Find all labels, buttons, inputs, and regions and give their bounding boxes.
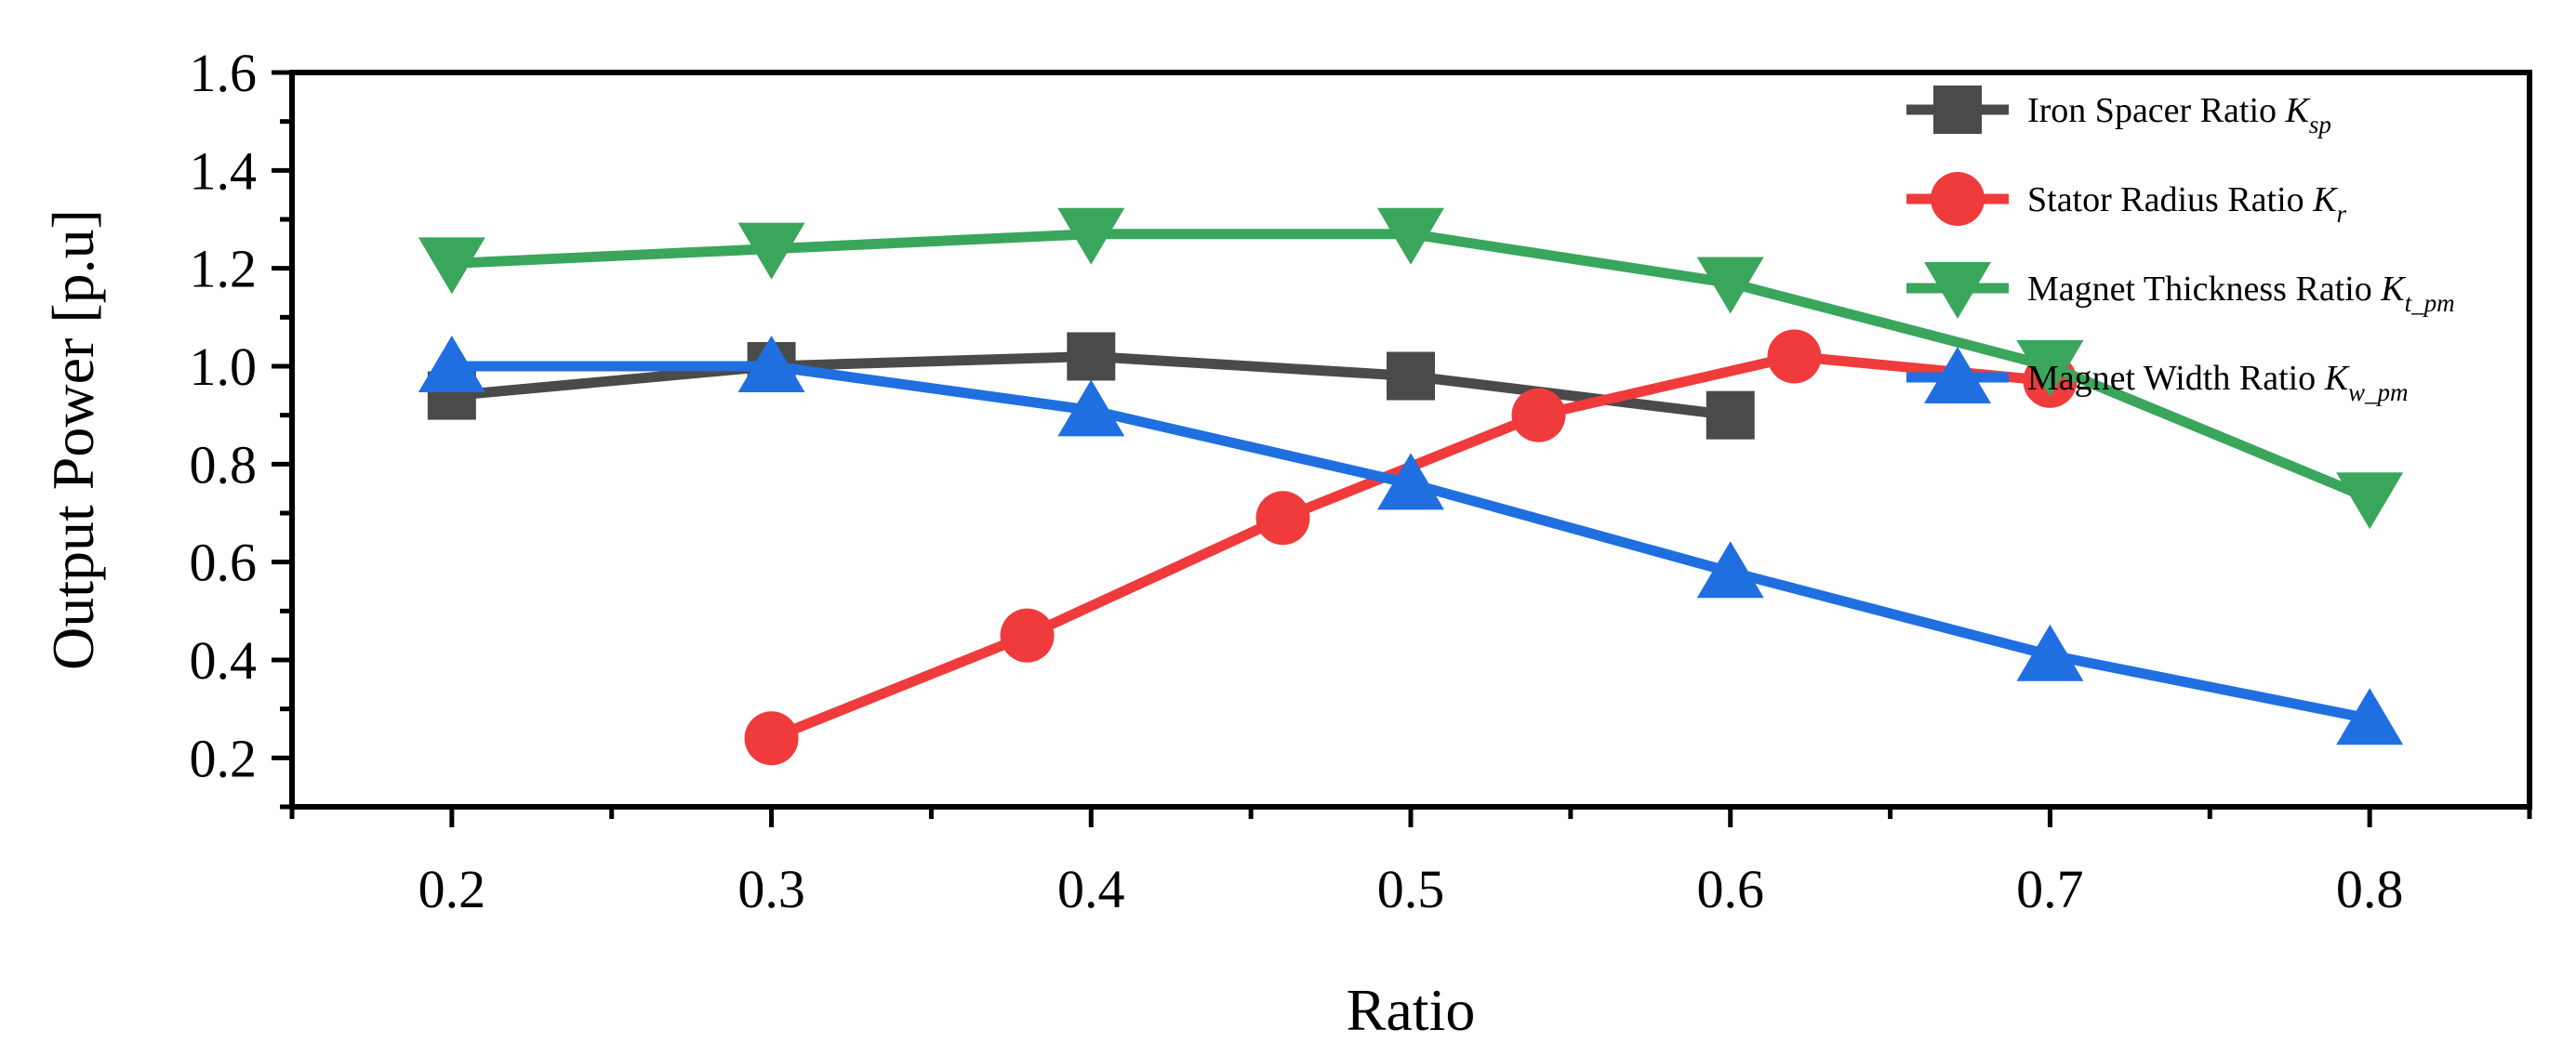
legend-entry: Stator Radius Ratio Kr [1906, 172, 2347, 228]
legend-label-text: Magnet Width Ratio [2027, 359, 2325, 398]
legend-label-subscript: t_pm [2405, 289, 2455, 317]
legend-label-symbol: K [2380, 270, 2406, 309]
data-point [737, 222, 805, 280]
data-point [2016, 340, 2084, 397]
y-tick-label: 1.4 [190, 140, 258, 201]
legend-label-symbol: K [2285, 91, 2311, 130]
data-point [1057, 379, 1125, 437]
y-axis-title: Output Power [p.u] [40, 209, 106, 670]
data-point [418, 237, 485, 295]
data-point [1067, 332, 1116, 381]
legend: Iron Spacer Ratio Ksp Stator Radius Ratio… [1906, 86, 2455, 406]
legend-entry: Iron Spacer Ratio Ksp [1906, 86, 2331, 138]
legend-label: Stator Radius Ratio Kr [2027, 180, 2347, 228]
legend-label-subscript: sp [2309, 111, 2331, 138]
y-tick-label: 1.6 [190, 43, 258, 103]
x-tick-label: 0.6 [1696, 859, 1764, 919]
legend-label-subscript: w_pm [2348, 378, 2409, 406]
legend-label-subscript: r [2337, 200, 2347, 228]
data-point [1255, 491, 1310, 546]
x-tick-label: 0.2 [418, 859, 486, 919]
legend-marker [1931, 172, 1985, 226]
x-tick-label: 0.8 [2336, 859, 2404, 919]
series-triangle-up [418, 336, 2404, 745]
x-tick-label: 0.3 [737, 859, 805, 919]
y-tick-label: 1.2 [190, 239, 258, 299]
data-point [1706, 390, 1755, 440]
data-point [1057, 207, 1125, 265]
legend-marker [1924, 347, 1991, 403]
y-tick-label: 0.2 [190, 728, 258, 788]
data-point [2336, 472, 2404, 530]
legend-label: Magnet Width Ratio Kw_pm [2027, 359, 2409, 406]
legend-entry: Magnet Width Ratio Kw_pm [1906, 347, 2409, 406]
data-point [1000, 608, 1055, 663]
y-tick-label: 1.0 [190, 336, 258, 397]
legend-label: Iron Spacer Ratio Ksp [2027, 91, 2331, 138]
data-point [1696, 257, 1764, 314]
data-point [1377, 207, 1444, 265]
x-axis-title: Ratio [1347, 977, 1476, 1042]
y-tick-label: 0.6 [190, 533, 258, 593]
data-point [1377, 453, 1444, 510]
series-line [769, 350, 2051, 744]
series-layer [418, 207, 2404, 766]
data-point [2016, 624, 2084, 681]
legend-label-text: Stator Radius Ratio [2027, 180, 2313, 219]
x-tick-label: 0.4 [1057, 859, 1125, 919]
axes-layer: 0.2 0.3 0.4 0.5 0.6 0.7 0.8 0.2 0.4 0.6 0.8 1.0 1.2 1… [190, 43, 2532, 919]
legend-marker [1933, 86, 1982, 134]
data-point [1696, 541, 1764, 599]
series-triangle-down [418, 207, 2404, 530]
legend-label-text: Magnet Thickness Ratio [2027, 270, 2381, 309]
data-point [1387, 351, 1435, 401]
data-point [744, 711, 799, 766]
y-tick-label: 0.4 [190, 630, 258, 691]
legend-label-symbol: K [2324, 359, 2350, 398]
x-tick-label: 0.7 [2016, 859, 2084, 919]
series-line [451, 361, 2371, 724]
data-point [737, 336, 805, 392]
legend-label-text: Iron Spacer Ratio [2027, 91, 2286, 130]
legend-entry: Magnet Thickness Ratio Kt_pm [1906, 262, 2455, 319]
data-point [1511, 388, 1566, 442]
y-tick-label: 0.8 [190, 434, 258, 495]
data-point [418, 336, 485, 392]
data-point [1767, 329, 1822, 384]
x-tick-label: 0.5 [1377, 859, 1445, 919]
data-point [2336, 688, 2404, 745]
legend-label: Magnet Thickness Ratio Kt_pm [2027, 270, 2455, 317]
legend-label-symbol: K [2312, 180, 2338, 219]
legend-marker [1924, 262, 1991, 319]
